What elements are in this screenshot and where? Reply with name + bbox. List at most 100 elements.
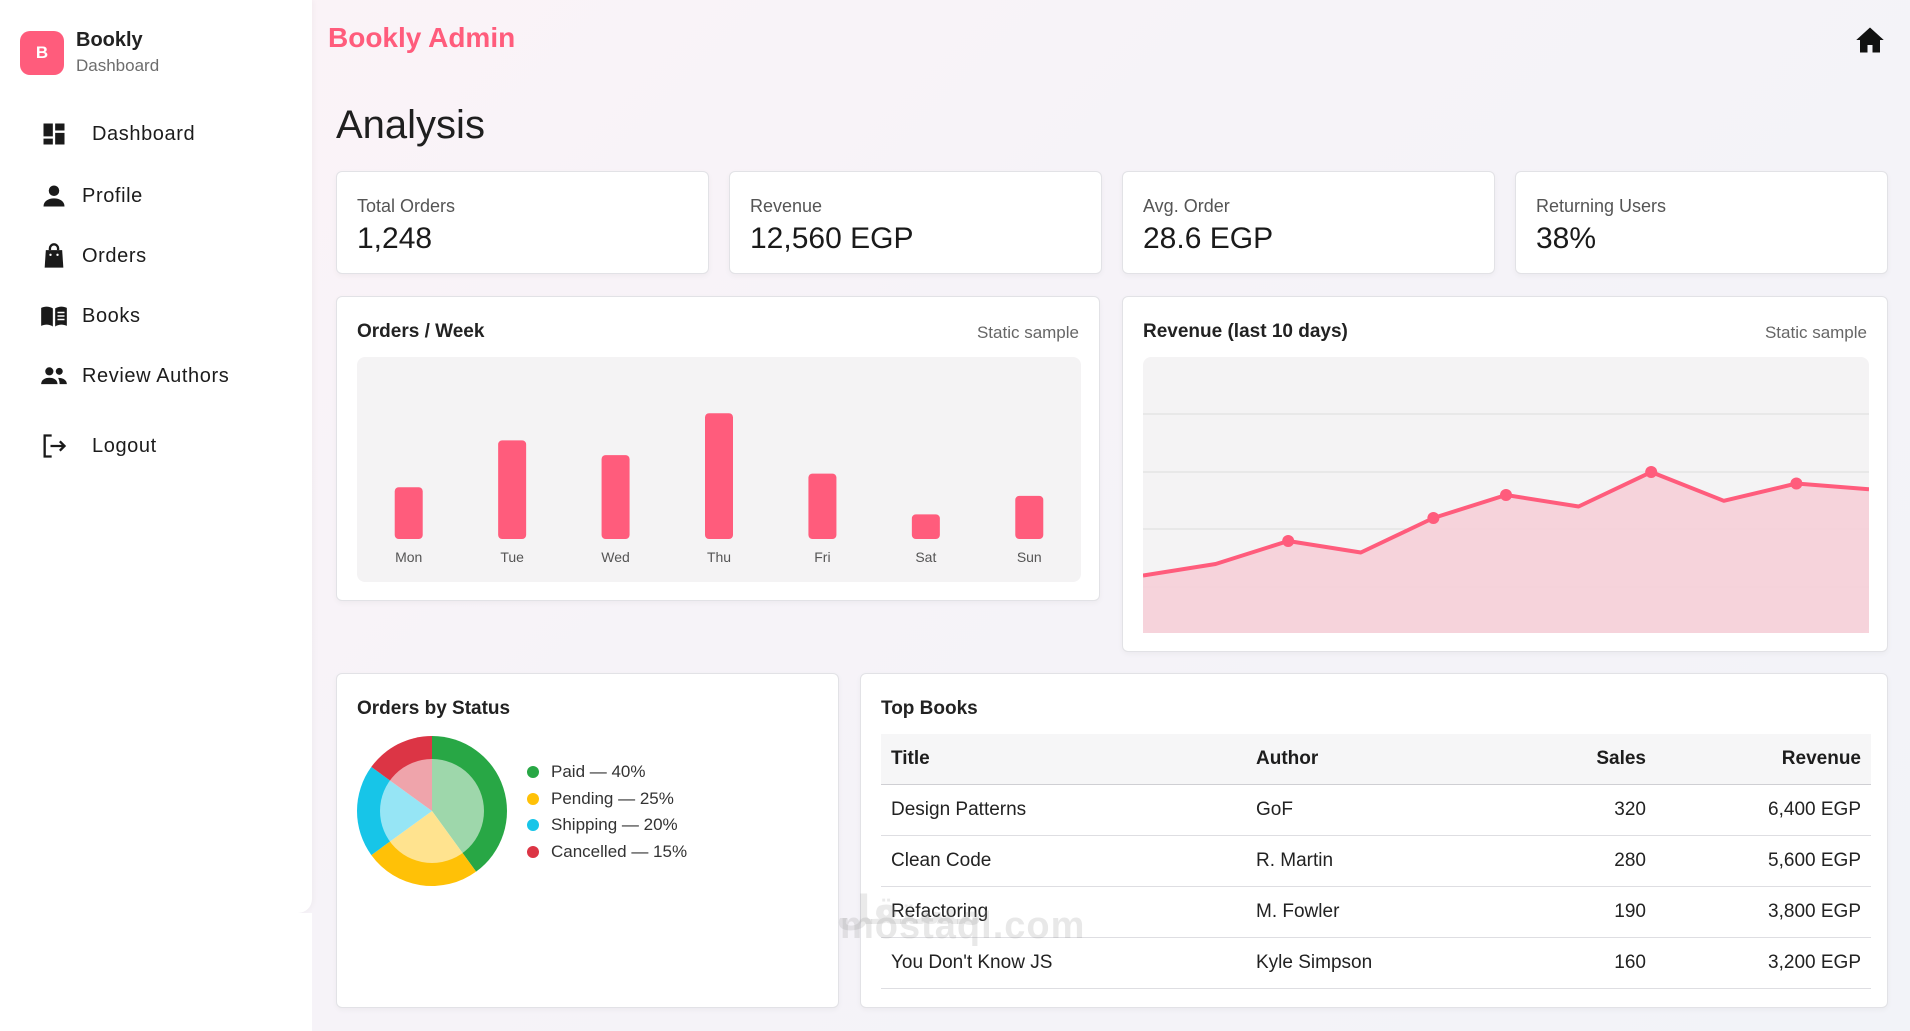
line-chart xyxy=(1142,413,1870,633)
status-pie-chart xyxy=(356,736,508,887)
legend-dot xyxy=(527,819,539,832)
stat-card-returning-users: Returning Users 38% xyxy=(1515,171,1888,274)
table-row[interactable]: Design Patterns GoF 320 6,400 EGP xyxy=(881,784,1871,836)
legend-item-cancelled: Cancelled — 15% xyxy=(527,839,687,866)
data-point[interactable] xyxy=(1645,466,1658,478)
top-books-table: Title Author Sales Revenue Design Patter… xyxy=(881,734,1871,989)
stat-label: Total Orders xyxy=(357,196,456,216)
card-note: Static sample xyxy=(1764,323,1867,342)
data-point[interactable] xyxy=(1282,535,1295,547)
legend-label: Cancelled — 15% xyxy=(551,841,688,861)
bar-sat[interactable] xyxy=(911,514,940,539)
card-title: Orders by Status xyxy=(357,698,511,719)
sidebar-item-logout[interactable]: Logout xyxy=(40,432,157,460)
home-icon[interactable] xyxy=(1855,26,1885,54)
brand-logo: B xyxy=(20,31,64,75)
legend-dot xyxy=(527,845,539,858)
stat-label: Revenue xyxy=(750,196,823,216)
app-title[interactable]: Bookly Admin xyxy=(328,22,516,53)
card-note: Static sample xyxy=(976,323,1079,342)
stat-card-revenue: Revenue 12,560 EGP xyxy=(729,171,1102,274)
cell-title: You Don't Know JS xyxy=(881,937,1246,989)
cell-revenue: 5,600 EGP xyxy=(1656,835,1871,887)
legend-label: Shipping — 20% xyxy=(551,815,678,835)
x-tick-label: Fri xyxy=(814,549,830,565)
card-title: Revenue (last 10 days) xyxy=(1143,321,1348,342)
sidebar-item-books[interactable]: Books xyxy=(40,302,141,330)
data-point[interactable] xyxy=(1427,512,1440,524)
sidebar-item-label: Logout xyxy=(92,434,157,457)
legend-label: Paid — 40% xyxy=(551,762,646,782)
x-tick-label: Tue xyxy=(500,549,524,565)
data-point[interactable] xyxy=(1500,489,1512,501)
pie-inner-highlight xyxy=(380,759,484,863)
person-icon xyxy=(43,185,65,207)
legend-item-pending: Pending — 25% xyxy=(527,786,687,813)
column-header-title[interactable]: Title xyxy=(881,734,1246,785)
page-title: Analysis xyxy=(336,103,485,147)
cell-revenue: 6,400 EGP xyxy=(1656,784,1871,836)
brand-subtitle: Dashboard xyxy=(76,56,160,75)
cell-title: Refactoring xyxy=(881,886,1246,938)
x-tick-label: Thu xyxy=(707,549,731,565)
bar-fri[interactable] xyxy=(808,473,837,539)
stat-value: 1,248 xyxy=(357,222,433,255)
cell-title: Design Patterns xyxy=(881,784,1246,836)
brand[interactable]: B Bookly Dashboard xyxy=(20,28,159,78)
stat-label: Returning Users xyxy=(1536,196,1667,216)
table-row[interactable]: Clean Code R. Martin 280 5,600 EGP xyxy=(881,835,1871,887)
sidebar-item-review-authors[interactable]: Review Authors xyxy=(40,362,229,390)
bar-sun[interactable] xyxy=(1015,495,1044,539)
table-row[interactable]: You Don't Know JS Kyle Simpson 160 3,200… xyxy=(881,937,1871,989)
sidebar-footer xyxy=(0,913,312,1031)
top-books-card: Top Books Title Author Sales Revenue Des… xyxy=(860,673,1888,1008)
column-header-revenue[interactable]: Revenue xyxy=(1656,734,1871,785)
revenue-chart xyxy=(1142,357,1870,633)
status-legend: Paid — 40% Pending — 25% Shipping — 20% … xyxy=(527,759,687,865)
stat-value: 12,560 EGP xyxy=(750,222,914,255)
sidebar-item-label: Review Authors xyxy=(82,364,230,387)
sidebar-item-label: Profile xyxy=(82,184,143,207)
bar-mon[interactable] xyxy=(394,487,423,539)
legend-item-paid: Paid — 40% xyxy=(527,759,687,786)
legend-dot xyxy=(527,766,539,779)
stat-card-total-orders: Total Orders 1,248 xyxy=(336,171,709,274)
cell-sales: 160 xyxy=(1496,937,1656,989)
cell-author: M. Fowler xyxy=(1246,886,1496,938)
dashboard-icon xyxy=(43,123,65,145)
cell-sales: 320 xyxy=(1496,784,1656,836)
bar-tue[interactable] xyxy=(498,440,527,539)
revenue-days-card: Revenue (last 10 days) Static sample xyxy=(1122,296,1888,652)
sidebar-item-dashboard[interactable]: Dashboard xyxy=(40,120,195,148)
sidebar-item-profile[interactable]: Profile xyxy=(40,182,143,210)
column-header-author[interactable]: Author xyxy=(1246,734,1496,785)
sidebar-item-label: Orders xyxy=(82,244,147,267)
cell-author: R. Martin xyxy=(1246,835,1496,887)
x-tick-label: Sun xyxy=(1017,549,1042,565)
bar-wed[interactable] xyxy=(601,455,630,539)
legend-label: Pending — 25% xyxy=(551,788,674,808)
card-title: Top Books xyxy=(881,698,978,719)
x-tick-label: Wed xyxy=(601,549,630,565)
sidebar-item-orders[interactable]: Orders xyxy=(40,242,147,270)
cell-revenue: 3,200 EGP xyxy=(1656,937,1871,989)
orders-week-card: Orders / Week Static sample Mon Tue Wed Thu… xyxy=(336,296,1100,601)
table-header-row: Title Author Sales Revenue xyxy=(881,734,1871,785)
logout-icon xyxy=(43,434,67,458)
revenue-area xyxy=(1143,472,1869,633)
column-header-sales[interactable]: Sales xyxy=(1496,734,1656,785)
book-icon xyxy=(41,306,67,327)
bar-thu[interactable] xyxy=(705,413,733,539)
x-tick-label: Mon xyxy=(395,549,422,565)
cell-title: Clean Code xyxy=(881,835,1246,887)
people-icon xyxy=(41,367,67,385)
legend-item-shipping: Shipping — 20% xyxy=(527,812,687,839)
stat-card-avg-order: Avg. Order 28.6 EGP xyxy=(1122,171,1495,274)
card-title: Orders / Week xyxy=(357,321,485,342)
data-point[interactable] xyxy=(1790,477,1803,490)
table-row[interactable]: Refactoring M. Fowler 190 3,800 EGP xyxy=(881,886,1871,938)
stat-value: 38% xyxy=(1536,222,1597,255)
cell-revenue: 3,800 EGP xyxy=(1656,886,1871,938)
cell-author: GoF xyxy=(1246,784,1496,836)
orders-week-chart: Mon Tue Wed Thu Fri Sat Sun xyxy=(357,357,1081,582)
